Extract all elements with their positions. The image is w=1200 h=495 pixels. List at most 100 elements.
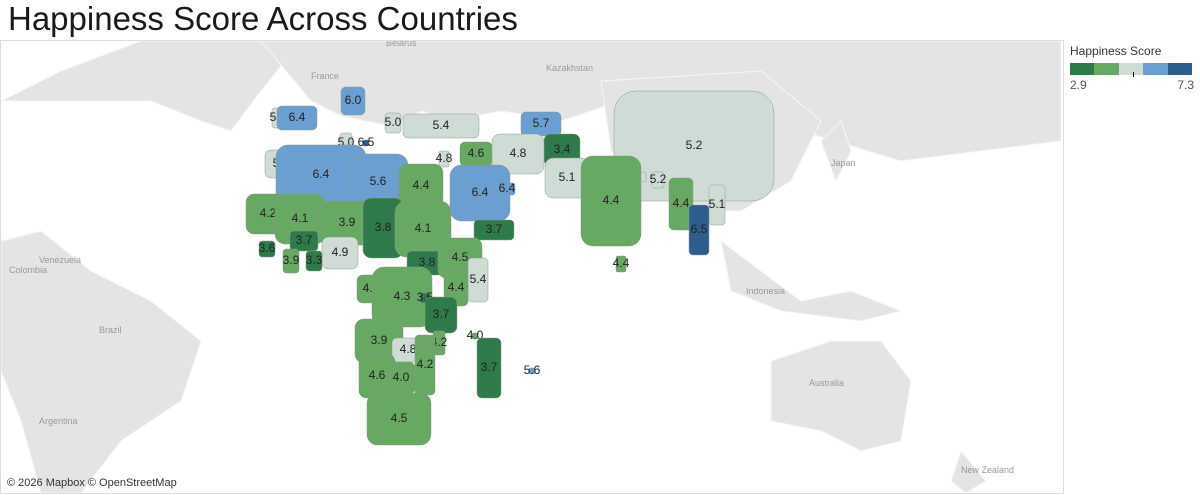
basemap-label: Japan	[831, 158, 856, 168]
score-label: 4.8	[510, 146, 527, 160]
country-region[interactable]: 5.1	[708, 184, 726, 226]
country-shape[interactable]	[402, 113, 480, 139]
country-region[interactable]: 3.7	[289, 230, 319, 252]
country-region[interactable]: 4.2	[414, 334, 436, 396]
country-shape[interactable]	[276, 105, 318, 131]
basemap-label: Belarus	[386, 41, 417, 48]
country-layer: 6.05.16.45.05.45.75.06.53.44.84.64.85.25…	[245, 86, 775, 446]
score-label: 5.4	[470, 272, 487, 286]
country-shape[interactable]	[438, 150, 450, 168]
country-region[interactable]: 4.8	[491, 133, 545, 175]
score-label: 3.9	[283, 253, 300, 267]
country-shape[interactable]	[258, 240, 276, 258]
score-label: 5.1	[559, 170, 576, 184]
country-shape[interactable]	[491, 133, 545, 175]
country-region[interactable]: 5.6	[524, 363, 541, 377]
country-region[interactable]: 5.7	[520, 111, 562, 137]
country-region[interactable]: 4.4	[398, 163, 444, 209]
country-shape[interactable]	[362, 139, 370, 147]
score-label: 4.8	[436, 151, 453, 165]
country-region[interactable]: 4.0	[386, 361, 416, 395]
country-shape[interactable]	[305, 250, 323, 272]
score-label: 3.9	[371, 333, 388, 347]
country-shape[interactable]	[615, 255, 627, 273]
score-label: 4.2	[260, 206, 277, 220]
country-region[interactable]: 4.8	[436, 150, 453, 168]
country-region[interactable]: 3.7	[476, 337, 502, 399]
legend-swatch	[1143, 63, 1168, 75]
country-shape[interactable]	[473, 219, 515, 241]
score-label: 4.6	[369, 368, 386, 382]
basemap-label: Argentina	[39, 416, 78, 426]
legend-title: Happiness Score	[1070, 44, 1162, 58]
basemap-label: France	[311, 71, 339, 81]
country-region[interactable]: 3.3	[305, 250, 323, 272]
country-region[interactable]: 4.5	[366, 392, 432, 446]
score-label: 3.7	[296, 233, 313, 247]
country-shape[interactable]	[476, 337, 502, 399]
country-shape[interactable]	[282, 248, 300, 274]
country-shape[interactable]	[580, 155, 642, 247]
basemap-label: Indonesia	[746, 286, 785, 296]
country-shape[interactable]	[708, 184, 726, 226]
score-label: 5.4	[433, 118, 450, 132]
score-label: 5.1	[709, 197, 726, 211]
score-label: 3.7	[433, 307, 450, 321]
score-label: 5.2	[686, 138, 703, 152]
score-label: 3.8	[419, 255, 436, 269]
score-label: 6.4	[499, 181, 516, 195]
score-label: 6.4	[472, 185, 489, 199]
country-region[interactable]: 3.7	[473, 219, 515, 241]
country-region[interactable]: 6.4	[498, 181, 516, 196]
page-title: Happiness Score Across Countries	[8, 0, 518, 37]
country-region[interactable]: 4.4	[580, 155, 642, 247]
country-shape[interactable]	[528, 367, 536, 375]
country-region[interactable]: 6.0	[340, 86, 366, 116]
country-region[interactable]: 5.4	[467, 257, 489, 303]
country-region[interactable]: 4.9	[321, 236, 359, 270]
country-shape[interactable]	[384, 112, 402, 134]
map-credit[interactable]: © 2026 Mapbox © OpenStreetMap	[7, 477, 177, 489]
score-label: 4.5	[391, 411, 408, 425]
country-region[interactable]: 5.4	[402, 113, 480, 139]
basemap-label: Colombia	[9, 265, 47, 275]
country-region[interactable]: 6.4	[276, 105, 318, 131]
legend-midpoint-tick	[1133, 72, 1134, 77]
country-region[interactable]: 4.4	[613, 255, 630, 273]
score-label: 5.7	[533, 116, 550, 130]
country-shape[interactable]	[471, 332, 479, 340]
country-region[interactable]: 5.1	[544, 157, 590, 199]
country-region[interactable]: 3.7	[424, 296, 458, 334]
country-region[interactable]: 4.1	[394, 200, 452, 258]
map-canvas[interactable]: France Belarus Kazakhstan Japan VenezuelaCol…	[1, 41, 1063, 493]
basemap-label: Venezuela	[39, 255, 81, 265]
country-shape[interactable]	[498, 182, 516, 196]
country-region[interactable]: 3.9	[282, 248, 300, 274]
basemap-land	[1, 41, 1062, 493]
country-shape[interactable]	[668, 177, 694, 231]
country-region[interactable]: 6.5	[688, 204, 710, 256]
country-shape[interactable]	[289, 230, 319, 252]
country-region[interactable]: 6.5	[358, 135, 375, 149]
country-region[interactable]: 4.6	[459, 141, 493, 167]
country-shape[interactable]	[340, 86, 366, 116]
country-region[interactable]: 5.0	[384, 112, 402, 134]
score-label: 3.9	[339, 215, 356, 229]
country-region[interactable]: 4.3	[371, 266, 433, 328]
country-region[interactable]: 6.4	[275, 144, 367, 206]
country-region[interactable]: 5.2	[650, 171, 667, 189]
country-region[interactable]: 4.4	[668, 177, 694, 231]
country-region[interactable]: 3.6	[258, 240, 276, 258]
score-label: 4.4	[613, 256, 630, 270]
score-label: 6.5	[358, 135, 375, 149]
score-label: 5.2	[650, 172, 667, 186]
country-shape[interactable]	[366, 392, 432, 446]
score-label: 3.7	[486, 222, 503, 236]
legend-color-ramp	[1070, 63, 1193, 77]
score-label: 6.0	[345, 93, 362, 107]
country-shape[interactable]	[651, 171, 665, 189]
score-label: 4.6	[468, 146, 485, 160]
map-view[interactable]: France Belarus Kazakhstan Japan Venezuela Col…	[0, 40, 1064, 494]
score-label: 4.4	[673, 196, 690, 210]
country-shape[interactable]	[688, 204, 710, 256]
